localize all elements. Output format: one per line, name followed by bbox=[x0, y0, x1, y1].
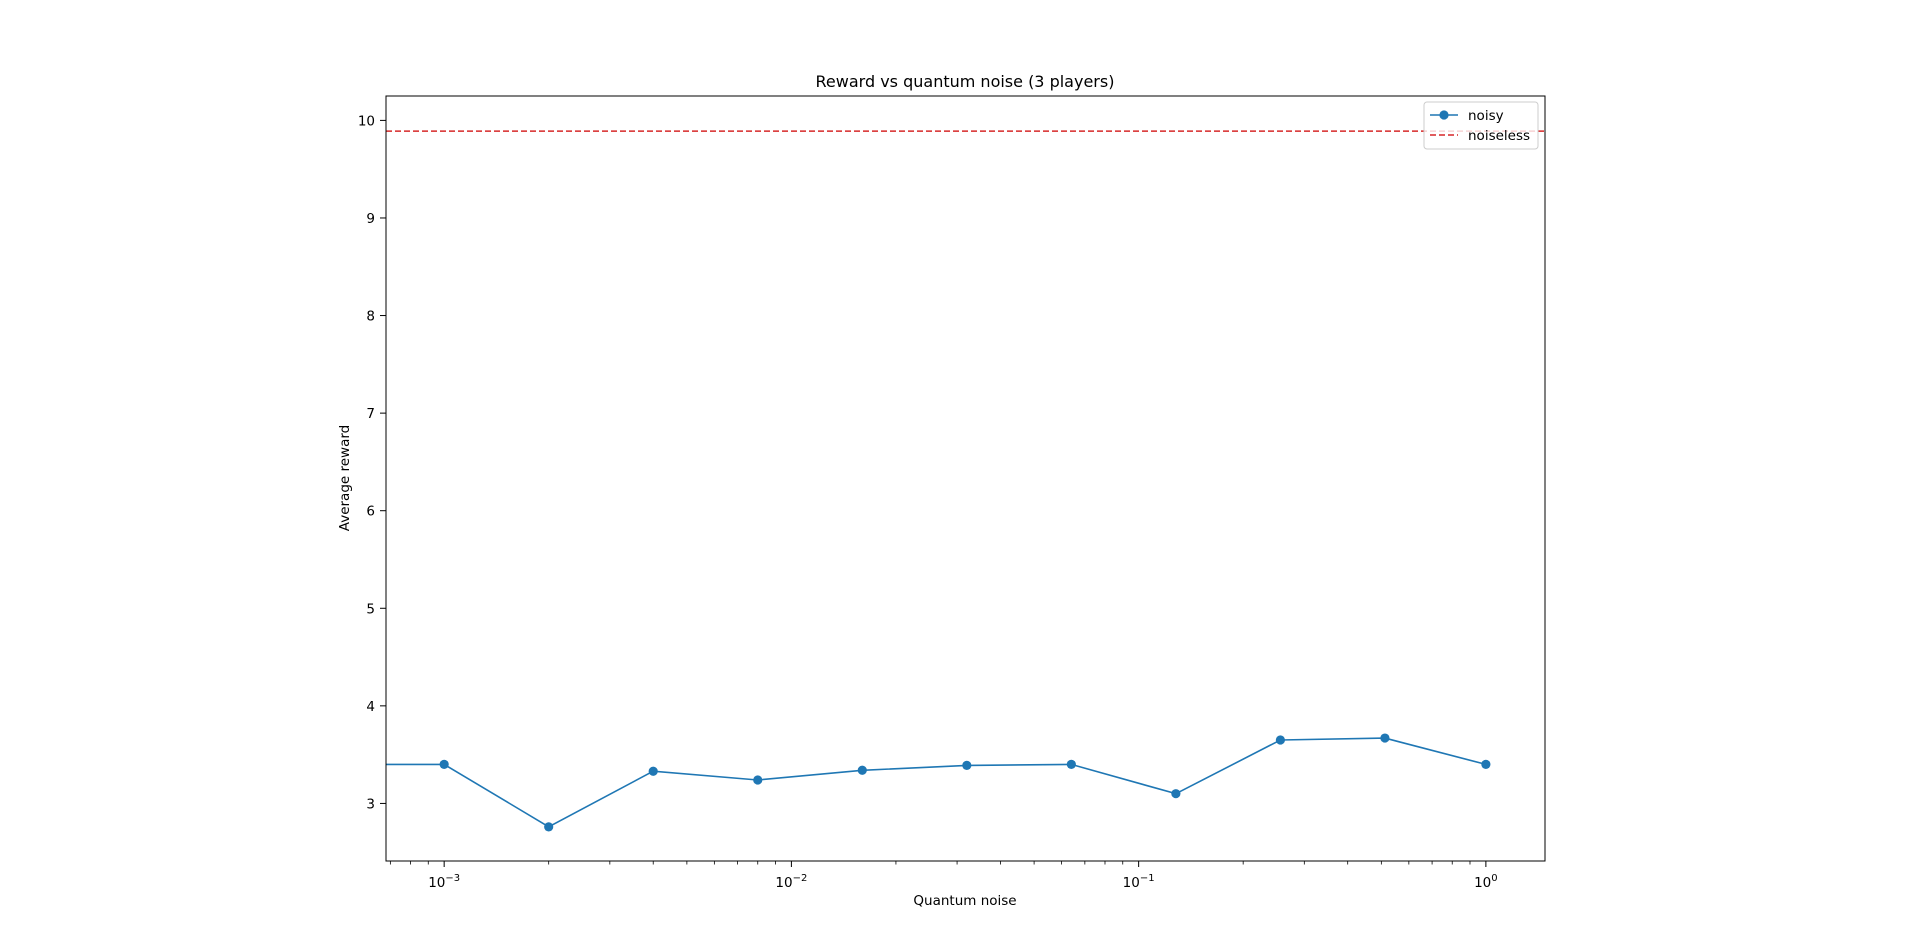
legend: noisy noiseless bbox=[1423, 101, 1539, 150]
noisy-point-7 bbox=[1066, 759, 1076, 769]
noisy-point-2 bbox=[544, 822, 554, 832]
noisy-point-9 bbox=[1275, 735, 1285, 745]
noisy-series-line bbox=[386, 737, 1487, 828]
y-tick-label-1: 4 bbox=[366, 699, 375, 715]
y-tick-label-6: 9 bbox=[366, 211, 375, 227]
y-tick-label-7: 10 bbox=[358, 113, 375, 129]
y-tick-label-4: 7 bbox=[366, 406, 375, 422]
noisy-point-0 bbox=[335, 760, 344, 769]
legend-frame bbox=[1423, 101, 1539, 150]
legend-noiseless-label: noiseless bbox=[1468, 128, 1530, 144]
legend-noisy-label: noisy bbox=[1468, 108, 1504, 124]
noisy-point-10 bbox=[1380, 733, 1390, 743]
noisy-point-4 bbox=[753, 775, 763, 785]
legend-noisy-marker bbox=[1439, 110, 1449, 120]
x-axis-label: Quantum noise bbox=[913, 893, 1016, 909]
axes-frame bbox=[385, 95, 1546, 862]
y-tick-label-3: 6 bbox=[366, 504, 375, 520]
y-tick-label-5: 8 bbox=[366, 309, 375, 325]
y-tick-label-2: 5 bbox=[366, 601, 375, 617]
noisy-point-8 bbox=[1171, 789, 1181, 799]
noisy-point-1 bbox=[439, 759, 449, 769]
x-tick-label-0: 10−3 bbox=[428, 873, 460, 891]
y-tick-label-0: 3 bbox=[366, 796, 375, 812]
chart-title: Reward vs quantum noise (3 players) bbox=[816, 72, 1115, 91]
noisy-point-3 bbox=[648, 766, 658, 776]
series-layer bbox=[335, 130, 1545, 832]
x-axis-ticks: 10−3 10−2 10−1 100 bbox=[389, 861, 1498, 891]
noisy-point-11 bbox=[1481, 759, 1491, 769]
plot-area bbox=[386, 96, 1545, 861]
x-tick-label-1: 10−2 bbox=[775, 873, 807, 891]
noisy-point-5 bbox=[857, 765, 867, 775]
y-axis-ticks: 3 4 5 6 7 8 9 10 bbox=[358, 113, 386, 812]
x-tick-label-2: 10−1 bbox=[1123, 873, 1155, 891]
noisy-point-6 bbox=[962, 760, 972, 770]
y-axis-label: Average reward bbox=[337, 425, 353, 531]
x-tick-label-3: 100 bbox=[1474, 873, 1498, 891]
